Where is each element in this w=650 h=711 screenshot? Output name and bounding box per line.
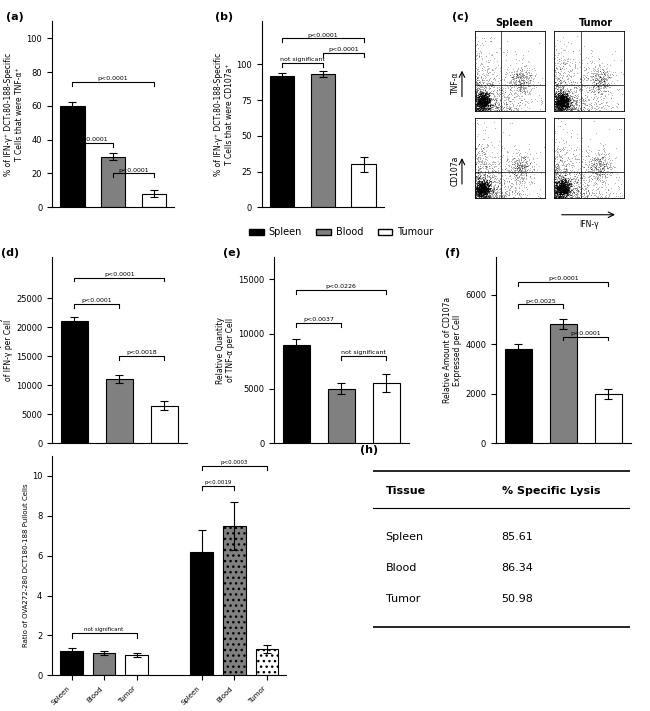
Text: p<0.0001: p<0.0001 [570,331,601,336]
Text: (d): (d) [1,248,19,258]
Bar [328,389,355,444]
Bar [61,321,88,444]
Y-axis label: % of IFN-γ⁺ DCT₁80-188-Specific
T Cells that were CD107a⁺: % of IFN-γ⁺ DCT₁80-188-Specific T Cells … [214,53,233,176]
Bar [101,156,125,208]
Text: CD107a: CD107a [451,156,460,186]
Text: p<0.0226: p<0.0226 [326,284,357,289]
Text: Blood: Blood [385,562,417,573]
Bar [223,525,246,675]
Text: p<0.0001: p<0.0001 [548,276,578,282]
Text: Tissue: Tissue [385,486,426,496]
Text: p<0.0019: p<0.0019 [204,480,232,485]
Bar [190,552,213,675]
Text: 85.61: 85.61 [502,532,533,542]
Y-axis label: Relative Amount of CD107a
Expressed per Cell: Relative Amount of CD107a Expressed per … [443,297,462,403]
Bar [142,194,166,208]
Y-axis label: Relative Quantity
of TNF-α per Cell: Relative Quantity of TNF-α per Cell [216,317,235,384]
Text: (a): (a) [5,12,23,22]
Text: p<0.0001: p<0.0001 [328,47,359,52]
Text: (f): (f) [445,248,460,258]
Text: p<0.0001: p<0.0001 [77,137,108,142]
Text: p<0.0003: p<0.0003 [220,459,248,465]
Text: (e): (e) [223,248,240,258]
Text: p<0.0001: p<0.0001 [81,298,112,303]
Text: Spleen: Spleen [495,18,534,28]
Text: 86.34: 86.34 [502,562,534,573]
Text: p<0.0001: p<0.0001 [118,168,149,173]
Y-axis label: % of IFN-γ⁺ DCT₁80-188-Specific
T Cells that were TNF-α⁺: % of IFN-γ⁺ DCT₁80-188-Specific T Cells … [5,53,24,176]
Bar [311,74,335,208]
Text: p<0.0037: p<0.0037 [304,317,334,322]
Text: % Specific Lysis: % Specific Lysis [502,486,600,496]
Bar [93,653,116,675]
Text: not significant: not significant [280,57,325,62]
Text: p<0.0018: p<0.0018 [126,351,157,356]
Text: not significant: not significant [341,350,386,355]
Bar [352,164,376,208]
Bar [255,649,278,675]
Bar [595,394,621,444]
Bar [60,651,83,675]
Text: Tumor: Tumor [578,18,612,28]
Bar [270,75,294,208]
Bar [151,405,177,444]
Text: Spleen: Spleen [385,532,424,542]
Bar [125,656,148,675]
Text: 50.98: 50.98 [502,594,534,604]
Text: (b): (b) [215,12,233,22]
Text: Tumor: Tumor [385,594,420,604]
Bar [372,383,400,444]
Y-axis label: Ratio of OVA272-280 DCT180-188 Pullout Cells: Ratio of OVA272-280 DCT180-188 Pullout C… [23,483,29,648]
Bar [505,349,532,444]
Text: p<0.0001: p<0.0001 [98,76,129,81]
Legend: Spleen, Blood, Tumour: Spleen, Blood, Tumour [245,223,437,241]
Bar [550,324,577,444]
Bar [106,380,133,444]
Text: IFN-γ: IFN-γ [579,220,599,230]
Text: p<0.0001: p<0.0001 [104,272,135,277]
Bar [283,345,310,444]
Text: not significant: not significant [84,628,124,633]
Text: p<0.0001: p<0.0001 [307,33,338,38]
Text: (h): (h) [359,444,378,454]
Text: (c): (c) [452,12,469,22]
Y-axis label: Relative Quantity
of IFN-γ per Cell: Relative Quantity of IFN-γ per Cell [0,317,13,384]
Text: p<0.0025: p<0.0025 [525,299,556,304]
Bar [60,106,84,208]
Text: TNF-α: TNF-α [451,71,460,94]
